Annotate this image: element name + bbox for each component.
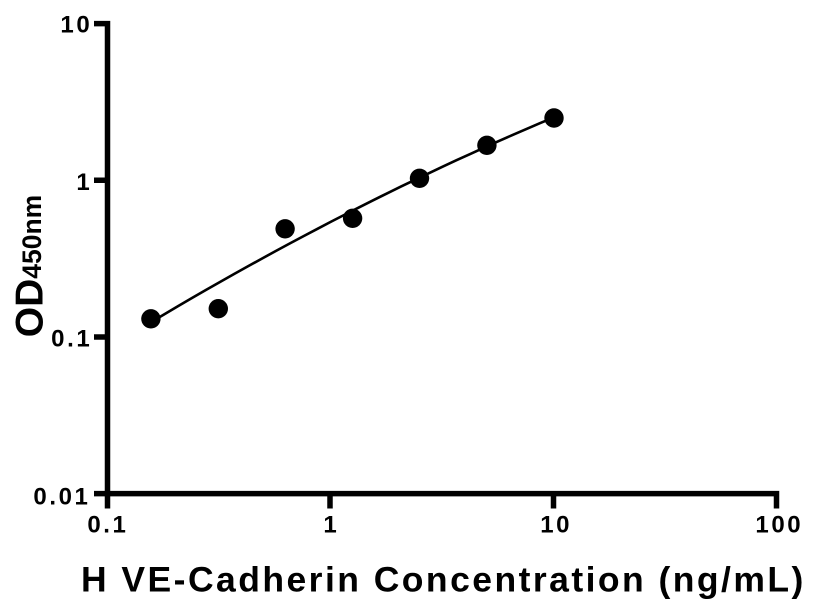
svg-text:H VE-Cadherin Concentration (n: H VE-Cadherin Concentration (ng/mL)	[81, 560, 806, 600]
svg-text:OD450nm: OD450nm	[9, 195, 52, 337]
svg-text:1: 1	[76, 169, 92, 196]
svg-text:0.1: 0.1	[51, 325, 92, 352]
svg-text:10: 10	[60, 12, 92, 39]
svg-text:0.01: 0.01	[33, 483, 90, 510]
svg-text:10: 10	[540, 512, 572, 539]
svg-text:100: 100	[755, 512, 803, 539]
svg-text:0.1: 0.1	[87, 512, 128, 539]
svg-text:1: 1	[323, 512, 339, 539]
